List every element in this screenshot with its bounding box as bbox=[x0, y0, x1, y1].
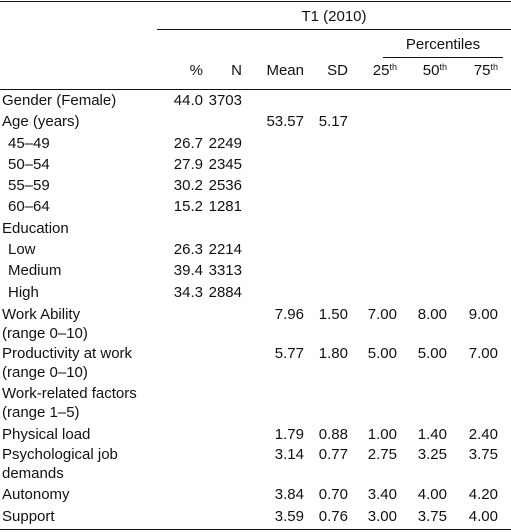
table-cell: 5.00 bbox=[367, 345, 397, 362]
table-cell: 8.00 bbox=[417, 306, 447, 323]
column-header: % bbox=[189, 62, 203, 79]
table-cell: 0.70 bbox=[318, 486, 348, 503]
row-label: Age (years) bbox=[2, 113, 80, 130]
table-cell: 2884 bbox=[208, 284, 242, 301]
table-cell: 4.20 bbox=[468, 486, 498, 503]
row-label: Medium bbox=[8, 262, 62, 279]
table-cell: 5.17 bbox=[318, 113, 348, 130]
row-label: Education bbox=[2, 220, 69, 237]
column-header: Mean bbox=[266, 62, 304, 79]
table-cell: 3313 bbox=[208, 262, 242, 279]
table-cell: 27.9 bbox=[173, 156, 203, 173]
table-cell: 39.4 bbox=[173, 262, 203, 279]
row-label: Autonomy bbox=[2, 486, 70, 503]
row-label: Low bbox=[8, 241, 36, 258]
table-cell: 2.40 bbox=[468, 426, 498, 443]
table-cell: 0.88 bbox=[318, 426, 348, 443]
table-cell: 2214 bbox=[208, 241, 242, 258]
table-cell: 3.84 bbox=[274, 486, 304, 503]
table-cell: 1.00 bbox=[367, 426, 397, 443]
row-label: Work Ability bbox=[2, 306, 81, 323]
table-cell: 0.76 bbox=[318, 508, 348, 525]
row-label: Physical load bbox=[2, 426, 91, 443]
row-label: (range 1–5) bbox=[2, 404, 80, 421]
row-label: demands bbox=[2, 465, 64, 482]
column-header: 50th bbox=[422, 62, 447, 79]
row-label: Psychological job bbox=[2, 446, 118, 463]
table-cell: 3.40 bbox=[367, 486, 397, 503]
column-header: SD bbox=[327, 62, 348, 79]
table-cell: 30.2 bbox=[173, 177, 203, 194]
percentiles-header: Percentiles bbox=[405, 36, 481, 53]
table-cell: 5.00 bbox=[417, 345, 447, 362]
table-cell: 44.0 bbox=[173, 92, 203, 109]
table-cell: 5.77 bbox=[274, 345, 304, 362]
table-cell: 2249 bbox=[208, 135, 242, 152]
group-rule bbox=[157, 29, 511, 30]
table-cell: 3703 bbox=[208, 92, 242, 109]
table-cell: 3.75 bbox=[417, 508, 447, 525]
row-label: 60–64 bbox=[8, 198, 50, 215]
table-cell: 7.96 bbox=[274, 306, 304, 323]
column-header: 25th bbox=[372, 62, 397, 79]
table-cell: 9.00 bbox=[468, 306, 498, 323]
row-label: Work-related factors bbox=[2, 385, 137, 402]
row-label: (range 0–10) bbox=[2, 325, 88, 342]
table-cell: 4.00 bbox=[468, 508, 498, 525]
table-cell: 26.7 bbox=[173, 135, 203, 152]
table-cell: 1.40 bbox=[417, 426, 447, 443]
row-label: High bbox=[8, 284, 39, 301]
group-header: T1 (2010) bbox=[301, 8, 367, 25]
percentiles-rule bbox=[383, 57, 503, 58]
table-cell: 3.59 bbox=[274, 508, 304, 525]
table-cell: 15.2 bbox=[173, 198, 203, 215]
row-label: Gender (Female) bbox=[2, 92, 117, 109]
table-cell: 1.50 bbox=[318, 306, 348, 323]
table-cell: 7.00 bbox=[367, 306, 397, 323]
top-rule bbox=[0, 1, 511, 2]
row-label: 45–49 bbox=[8, 135, 50, 152]
table-cell: 2536 bbox=[208, 177, 242, 194]
table-cell: 26.3 bbox=[173, 241, 203, 258]
table-cell: 53.57 bbox=[266, 113, 304, 130]
row-label: (range 0–10) bbox=[2, 364, 88, 381]
table-cell: 3.75 bbox=[468, 446, 498, 463]
table-cell: 7.00 bbox=[468, 345, 498, 362]
bottom-rule bbox=[0, 529, 511, 530]
row-label: Support bbox=[2, 508, 55, 525]
table-cell: 2345 bbox=[208, 156, 242, 173]
table-cell: 3.14 bbox=[274, 446, 304, 463]
row-label: 55–59 bbox=[8, 177, 50, 194]
header-rule bbox=[0, 89, 511, 90]
table-cell: 3.00 bbox=[367, 508, 397, 525]
table-cell: 1281 bbox=[208, 198, 242, 215]
row-label: 50–54 bbox=[8, 156, 50, 173]
column-header: N bbox=[231, 62, 242, 79]
table-cell: 1.80 bbox=[318, 345, 348, 362]
table-cell: 3.25 bbox=[417, 446, 447, 463]
table-cell: 2.75 bbox=[367, 446, 397, 463]
row-label: Productivity at work bbox=[2, 345, 133, 362]
column-header: 75th bbox=[473, 62, 498, 79]
table-cell: 4.00 bbox=[417, 486, 447, 503]
table-cell: 0.77 bbox=[318, 446, 348, 463]
table-cell: 1.79 bbox=[274, 426, 304, 443]
table-cell: 34.3 bbox=[173, 284, 203, 301]
